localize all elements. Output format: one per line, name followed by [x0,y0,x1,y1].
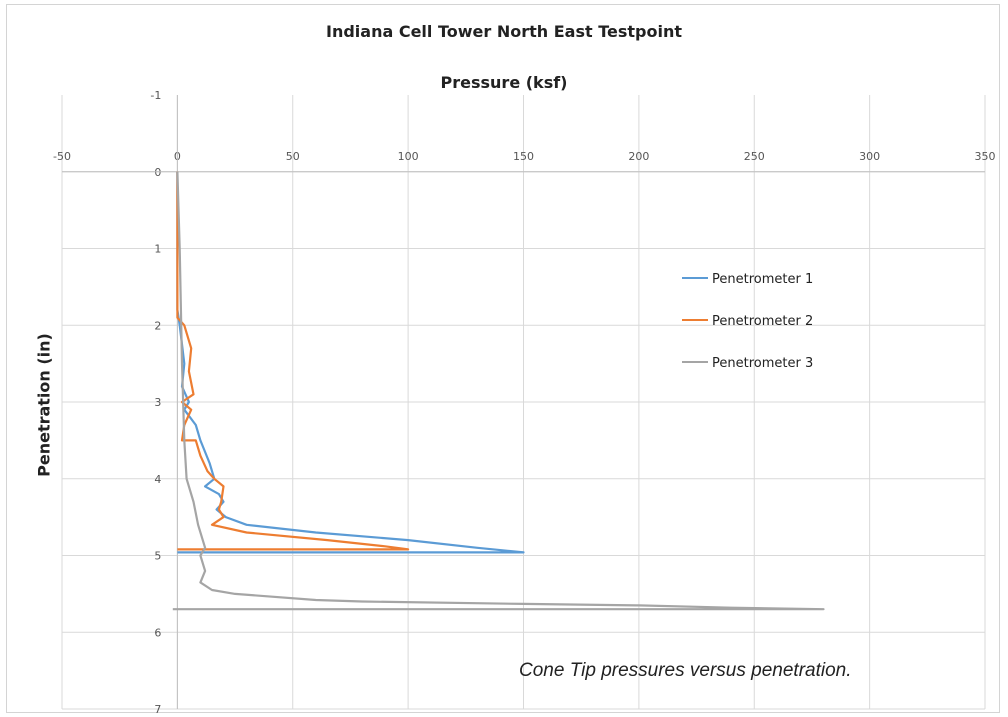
x-axis-title: Pressure (ksf) [440,73,568,92]
x-tick-label: 300 [859,150,880,163]
chart-frame [6,4,1000,713]
x-tick-label: 50 [286,150,300,163]
x-tick-label: 250 [744,150,765,163]
y-tick-label: 1 [154,243,161,256]
series-line-penetrometer-1 [176,171,525,554]
y-tick-label: 5 [154,550,161,563]
y-tick-label: 4 [154,473,161,486]
y-tick-label: 6 [154,626,161,639]
y-tick-label: 3 [154,396,161,409]
gridlines [61,95,986,710]
series-line-penetrometer-3 [172,171,825,611]
x-tick-label: 350 [975,150,996,163]
axes: -50050100150200250300350-101234567 [53,89,995,716]
y-tick-label: 7 [154,703,161,716]
x-tick-label: 150 [513,150,534,163]
legend: Penetrometer 1 Penetrometer 2 Penetrometer… [682,272,813,371]
y-tick-label: -1 [150,89,161,102]
x-tick-label: 200 [628,150,649,163]
series-lines [172,171,825,611]
chart-title: Indiana Cell Tower North East Testpoint [326,22,682,41]
legend-label-2: Penetrometer 2 [712,314,813,329]
x-tick-label: -50 [53,150,71,163]
y-tick-label: 2 [154,319,161,332]
x-tick-label: 100 [398,150,419,163]
legend-label-1: Penetrometer 1 [712,272,813,287]
legend-label-3: Penetrometer 3 [712,356,813,371]
series-line-penetrometer-2 [176,171,410,551]
figure-caption: Cone Tip pressures versus penetration. [519,660,852,681]
